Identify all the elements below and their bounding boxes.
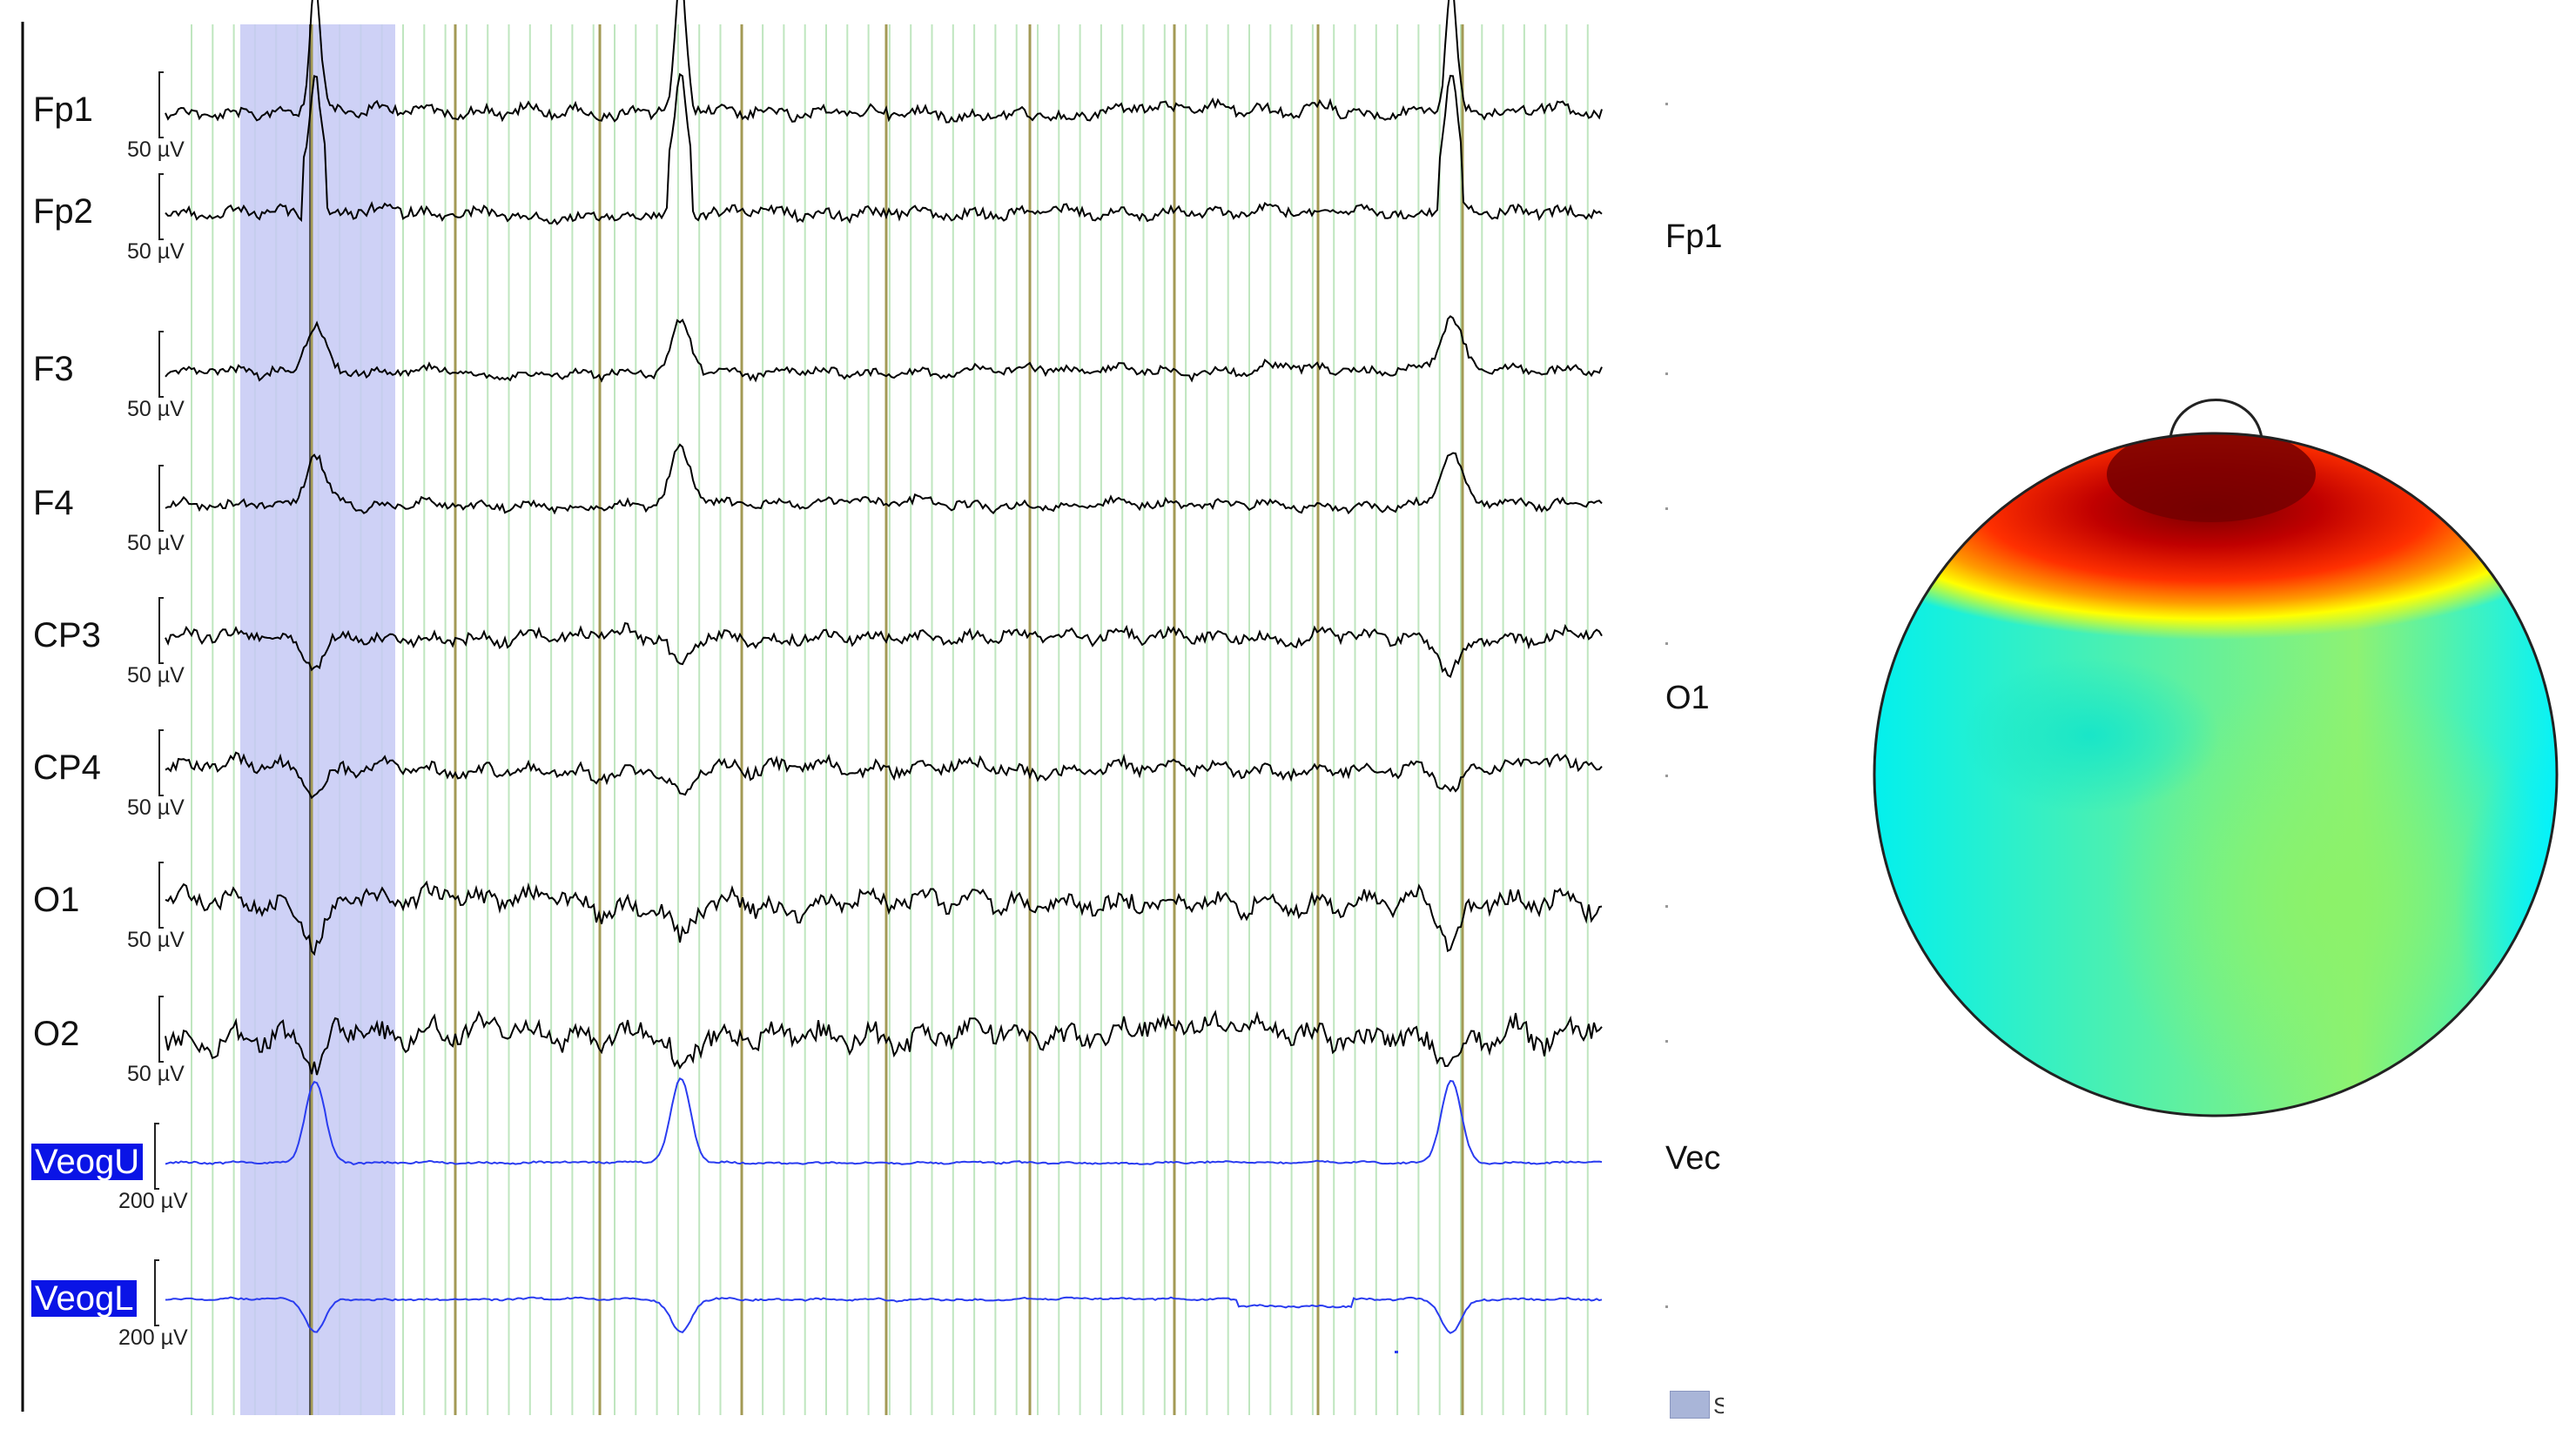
channel-label-f3[interactable]: F3 — [33, 350, 74, 388]
scale-bar — [158, 996, 164, 1063]
scalp-topography-map[interactable] — [1863, 370, 2568, 1123]
channel-label-f4[interactable]: F4 — [33, 484, 74, 522]
signal-trace-f4 — [165, 443, 1603, 515]
event-dot — [1395, 1351, 1398, 1353]
eeg-viewer-panel[interactable]: Fp1 50 µV Fp2 50 µV F3 50 µV F4 50 µV CP3 50 µV CP… — [0, 0, 1619, 1436]
signal-trace-o2 — [165, 1010, 1603, 1076]
channel-label-o1[interactable]: O1 — [33, 881, 80, 919]
channel-label-cp4[interactable]: CP4 — [33, 748, 101, 787]
signal-trace-cp3 — [165, 621, 1603, 678]
signal-traces — [165, 0, 1603, 1353]
scale-label: 50 µV — [127, 397, 185, 421]
side-tick-mark — [1665, 507, 1668, 510]
channel-label-veogu[interactable]: VeogU — [31, 1144, 144, 1180]
scale-bar — [158, 729, 164, 796]
side-channel-label-veog: Vec — [1665, 1140, 1721, 1177]
channel-label-cp3[interactable]: CP3 — [33, 616, 101, 654]
event-markers — [309, 24, 1464, 1415]
side-tick-mark — [1665, 775, 1668, 777]
time-grid — [191, 24, 1589, 1415]
scale-bar — [158, 173, 164, 240]
scale-bar — [154, 1123, 159, 1190]
selected-time-interval[interactable] — [240, 24, 395, 1415]
channel-label-o2[interactable]: O2 — [33, 1015, 80, 1053]
side-tick-mark — [1665, 642, 1668, 645]
signal-trace-veogu — [165, 1077, 1603, 1165]
scale-bar — [158, 597, 164, 664]
scale-label: 50 µV — [127, 531, 185, 555]
side-channel-label-fp1: Fp1 — [1665, 218, 1723, 255]
eeg-trace-plot[interactable] — [0, 0, 1619, 1436]
scale-bar — [158, 331, 164, 398]
legend-swatch[interactable] — [1670, 1391, 1710, 1419]
side-tick-mark — [1665, 1040, 1668, 1043]
scale-label: 50 µV — [127, 795, 185, 820]
scale-label: 200 µV — [118, 1189, 188, 1213]
scale-bar — [158, 465, 164, 532]
channel-label-fp1[interactable]: Fp1 — [33, 91, 93, 129]
scale-bar — [158, 71, 164, 138]
channel-label-veogl[interactable]: VeogL — [31, 1280, 138, 1317]
scale-bar — [158, 862, 164, 929]
signal-trace-fp1 — [165, 0, 1603, 124]
side-tick-mark — [1665, 372, 1668, 375]
side-tick-mark — [1665, 103, 1668, 105]
channel-label-fp2[interactable]: Fp2 — [33, 192, 93, 231]
side-channel-list: Fp1 O1 Vec S — [1654, 0, 1741, 1436]
scale-label: 200 µV — [118, 1325, 188, 1350]
scale-label: 50 µV — [127, 928, 185, 952]
scale-label: 50 µV — [127, 663, 185, 688]
scale-bar — [154, 1259, 159, 1326]
side-channel-label-o1: O1 — [1665, 680, 1710, 716]
signal-trace-o1 — [165, 880, 1603, 956]
signal-trace-fp2 — [165, 72, 1603, 225]
scale-label: 50 µV — [127, 1062, 185, 1086]
legend-label: S — [1713, 1392, 1724, 1419]
side-tick-mark — [1665, 905, 1668, 908]
head-outline — [1873, 432, 2559, 1117]
side-tick-mark — [1665, 1305, 1668, 1308]
scale-label: 50 µV — [127, 239, 185, 264]
signal-trace-cp4 — [165, 751, 1603, 800]
signal-trace-veogl — [165, 1296, 1603, 1334]
scale-label: 50 µV — [127, 138, 185, 162]
signal-trace-f3 — [165, 315, 1603, 383]
amplitude-scale-bars — [154, 71, 164, 1326]
head-nose-icon — [2169, 399, 2263, 439]
